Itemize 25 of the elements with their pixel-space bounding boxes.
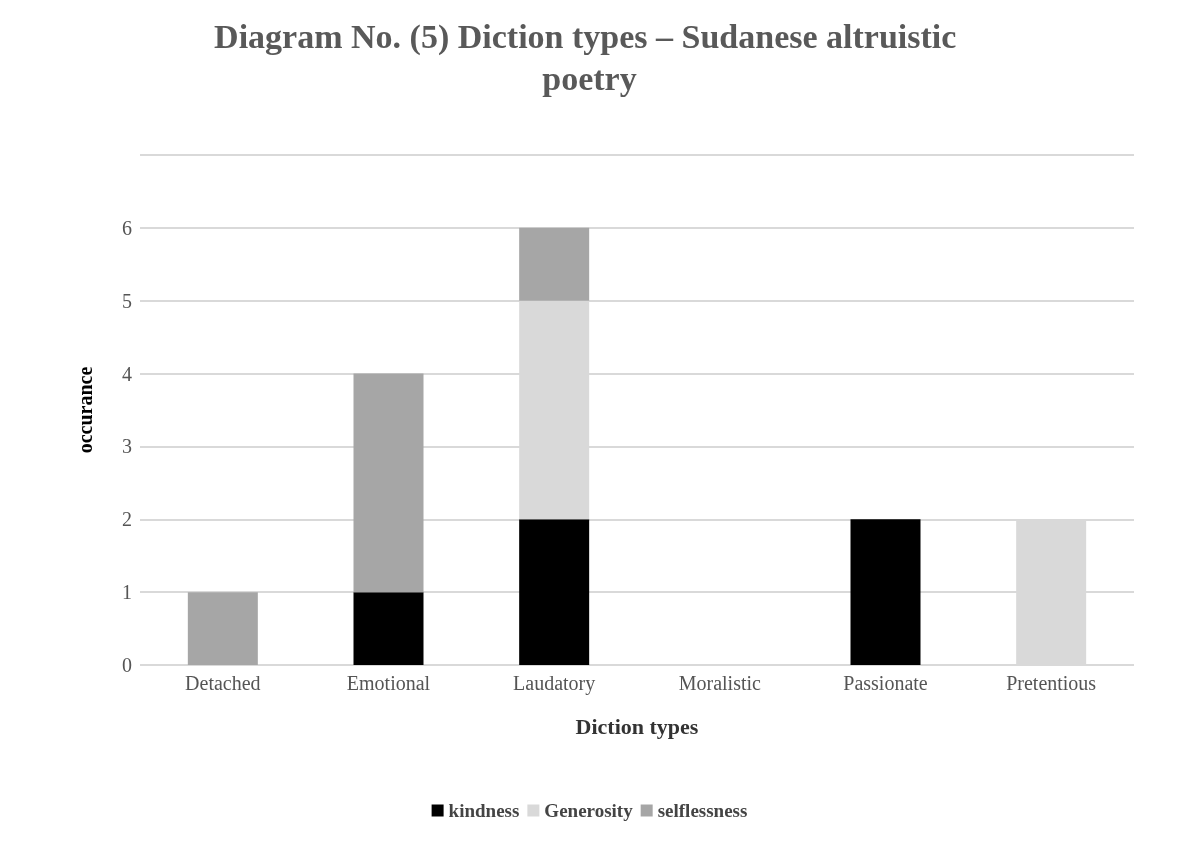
- x-axis-title: Diction types: [575, 713, 699, 739]
- x-tick-label: Passionate: [843, 672, 928, 694]
- y-tick-label: 1: [122, 581, 132, 604]
- chart-title: Diagram No. (5) Diction types – Sudanese altruistic poetry: [214, 17, 965, 97]
- y-tick-label: 4: [122, 362, 132, 385]
- x-tick-label: Emotional: [346, 672, 431, 694]
- x-tick-label: Laudatory: [513, 672, 596, 695]
- x-tick-label: Moralistic: [678, 672, 762, 694]
- legend-label: kindness: [448, 800, 520, 821]
- y-tick-label: 2: [122, 508, 132, 531]
- x-tick-label: Pretentious: [1006, 672, 1097, 694]
- legend-label: Generosity: [544, 800, 634, 821]
- x-tick-label: Detached: [185, 672, 261, 694]
- y-axis-title: occurance: [74, 366, 96, 454]
- y-tick-label: 6: [122, 216, 132, 239]
- bar: [187, 592, 258, 665]
- bar: [850, 519, 921, 665]
- bar: [353, 592, 424, 665]
- bar: [353, 373, 424, 593]
- bar: [519, 519, 590, 665]
- y-tick-label: 3: [122, 435, 132, 458]
- legend-label: selflessness: [657, 800, 748, 821]
- bar: [519, 227, 590, 301]
- y-tick-label: 0: [122, 654, 132, 676]
- y-tick-label: 5: [122, 289, 132, 312]
